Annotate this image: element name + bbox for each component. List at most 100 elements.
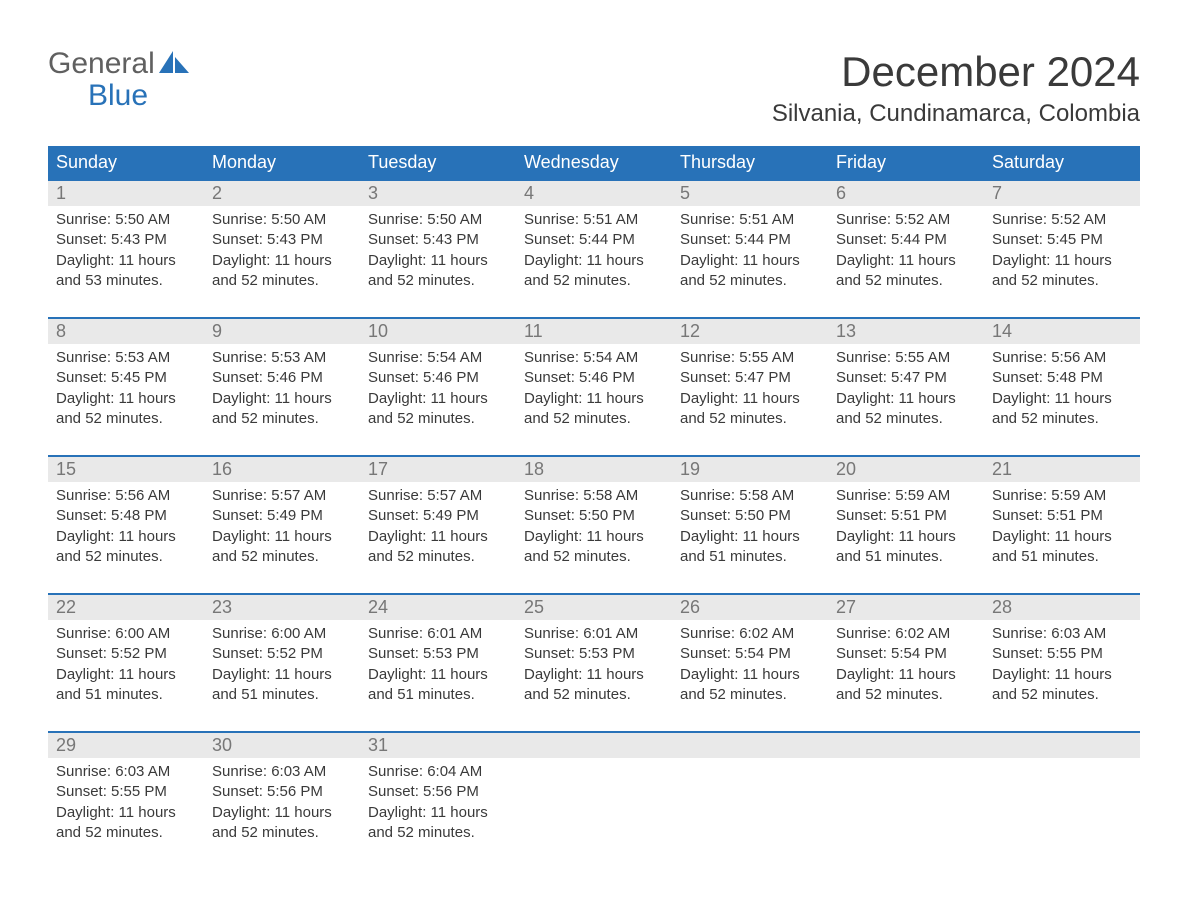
sunset-line: Sunset: 5:51 PM [992, 506, 1132, 526]
daylight-line: Daylight: 11 hours and 52 minutes. [992, 389, 1132, 430]
sunset-line: Sunset: 5:53 PM [524, 644, 664, 664]
sunset-line: Sunset: 5:45 PM [56, 368, 196, 388]
sunset-line: Sunset: 5:44 PM [680, 230, 820, 250]
day-content-cell: Sunrise: 5:50 AMSunset: 5:43 PMDaylight:… [48, 206, 204, 318]
month-title: December 2024 [772, 48, 1140, 96]
sunrise-line: Sunrise: 5:52 AM [992, 210, 1132, 230]
day-number-cell: 23 [204, 594, 360, 620]
week-number-row: 15161718192021 [48, 456, 1140, 482]
sunrise-line: Sunrise: 6:02 AM [836, 624, 976, 644]
sunrise-line: Sunrise: 5:59 AM [836, 486, 976, 506]
day-number-cell: 4 [516, 180, 672, 206]
daylight-line: Daylight: 11 hours and 51 minutes. [992, 527, 1132, 568]
day-content-cell: Sunrise: 5:57 AMSunset: 5:49 PMDaylight:… [360, 482, 516, 594]
day-content-cell: Sunrise: 5:54 AMSunset: 5:46 PMDaylight:… [516, 344, 672, 456]
sunset-line: Sunset: 5:49 PM [212, 506, 352, 526]
daylight-line: Daylight: 11 hours and 52 minutes. [368, 527, 508, 568]
day-content-cell: Sunrise: 5:50 AMSunset: 5:43 PMDaylight:… [204, 206, 360, 318]
day-number-cell: 17 [360, 456, 516, 482]
day-header-monday: Monday [204, 146, 360, 180]
day-content-cell: Sunrise: 6:00 AMSunset: 5:52 PMDaylight:… [48, 620, 204, 732]
day-number-cell: 9 [204, 318, 360, 344]
sunset-line: Sunset: 5:46 PM [368, 368, 508, 388]
day-number-cell: 30 [204, 732, 360, 758]
daylight-line: Daylight: 11 hours and 52 minutes. [524, 527, 664, 568]
calendar-body: 1234567Sunrise: 5:50 AMSunset: 5:43 PMDa… [48, 180, 1140, 869]
day-number-cell: 27 [828, 594, 984, 620]
sunset-line: Sunset: 5:53 PM [368, 644, 508, 664]
day-header-friday: Friday [828, 146, 984, 180]
sunrise-line: Sunrise: 5:51 AM [524, 210, 664, 230]
daylight-line: Daylight: 11 hours and 51 minutes. [836, 527, 976, 568]
calendar-table: Sunday Monday Tuesday Wednesday Thursday… [48, 146, 1140, 869]
sunrise-line: Sunrise: 5:54 AM [368, 348, 508, 368]
day-number-cell: 14 [984, 318, 1140, 344]
daylight-line: Daylight: 11 hours and 52 minutes. [368, 803, 508, 844]
day-number-cell: 24 [360, 594, 516, 620]
day-content-cell: Sunrise: 6:04 AMSunset: 5:56 PMDaylight:… [360, 758, 516, 869]
daylight-line: Daylight: 11 hours and 52 minutes. [992, 251, 1132, 292]
day-header-thursday: Thursday [672, 146, 828, 180]
sunrise-line: Sunrise: 6:00 AM [56, 624, 196, 644]
day-header-row: Sunday Monday Tuesday Wednesday Thursday… [48, 146, 1140, 180]
daylight-line: Daylight: 11 hours and 51 minutes. [56, 665, 196, 706]
week-content-row: Sunrise: 6:03 AMSunset: 5:55 PMDaylight:… [48, 758, 1140, 869]
day-number-cell: 31 [360, 732, 516, 758]
sunset-line: Sunset: 5:47 PM [836, 368, 976, 388]
sunset-line: Sunset: 5:43 PM [212, 230, 352, 250]
sunrise-line: Sunrise: 6:00 AM [212, 624, 352, 644]
day-number-cell [672, 732, 828, 758]
daylight-line: Daylight: 11 hours and 52 minutes. [680, 665, 820, 706]
sunset-line: Sunset: 5:44 PM [524, 230, 664, 250]
daylight-line: Daylight: 11 hours and 51 minutes. [368, 665, 508, 706]
sunset-line: Sunset: 5:55 PM [56, 782, 196, 802]
day-content-cell: Sunrise: 5:53 AMSunset: 5:45 PMDaylight:… [48, 344, 204, 456]
week-content-row: Sunrise: 5:53 AMSunset: 5:45 PMDaylight:… [48, 344, 1140, 456]
day-content-cell: Sunrise: 5:59 AMSunset: 5:51 PMDaylight:… [828, 482, 984, 594]
week-number-row: 293031 [48, 732, 1140, 758]
sunset-line: Sunset: 5:43 PM [368, 230, 508, 250]
day-content-cell [672, 758, 828, 869]
day-number-cell: 7 [984, 180, 1140, 206]
logo-word-1: General [48, 48, 155, 80]
day-number-cell: 26 [672, 594, 828, 620]
day-number-cell: 2 [204, 180, 360, 206]
day-number-cell: 16 [204, 456, 360, 482]
day-number-cell: 8 [48, 318, 204, 344]
sunrise-line: Sunrise: 5:55 AM [680, 348, 820, 368]
sunset-line: Sunset: 5:44 PM [836, 230, 976, 250]
day-number-cell: 21 [984, 456, 1140, 482]
day-content-cell: Sunrise: 6:03 AMSunset: 5:55 PMDaylight:… [984, 620, 1140, 732]
day-content-cell: Sunrise: 6:00 AMSunset: 5:52 PMDaylight:… [204, 620, 360, 732]
day-content-cell: Sunrise: 5:51 AMSunset: 5:44 PMDaylight:… [516, 206, 672, 318]
sunrise-line: Sunrise: 6:04 AM [368, 762, 508, 782]
week-number-row: 891011121314 [48, 318, 1140, 344]
sunset-line: Sunset: 5:47 PM [680, 368, 820, 388]
day-content-cell: Sunrise: 5:59 AMSunset: 5:51 PMDaylight:… [984, 482, 1140, 594]
daylight-line: Daylight: 11 hours and 52 minutes. [212, 251, 352, 292]
day-content-cell: Sunrise: 5:51 AMSunset: 5:44 PMDaylight:… [672, 206, 828, 318]
sunset-line: Sunset: 5:48 PM [56, 506, 196, 526]
day-content-cell: Sunrise: 5:54 AMSunset: 5:46 PMDaylight:… [360, 344, 516, 456]
day-number-cell: 29 [48, 732, 204, 758]
day-content-cell: Sunrise: 6:02 AMSunset: 5:54 PMDaylight:… [672, 620, 828, 732]
sunrise-line: Sunrise: 6:01 AM [524, 624, 664, 644]
day-number-cell: 1 [48, 180, 204, 206]
logo-word-2: Blue [88, 80, 189, 112]
day-content-cell [984, 758, 1140, 869]
day-content-cell: Sunrise: 5:52 AMSunset: 5:45 PMDaylight:… [984, 206, 1140, 318]
sunset-line: Sunset: 5:43 PM [56, 230, 196, 250]
location-subtitle: Silvania, Cundinamarca, Colombia [772, 100, 1140, 128]
day-number-cell [828, 732, 984, 758]
day-number-cell: 25 [516, 594, 672, 620]
daylight-line: Daylight: 11 hours and 52 minutes. [680, 251, 820, 292]
day-content-cell: Sunrise: 6:03 AMSunset: 5:56 PMDaylight:… [204, 758, 360, 869]
day-number-cell: 22 [48, 594, 204, 620]
week-content-row: Sunrise: 5:50 AMSunset: 5:43 PMDaylight:… [48, 206, 1140, 318]
sunrise-line: Sunrise: 5:56 AM [992, 348, 1132, 368]
logo: General Blue [48, 48, 189, 111]
day-header-wednesday: Wednesday [516, 146, 672, 180]
daylight-line: Daylight: 11 hours and 53 minutes. [56, 251, 196, 292]
sunrise-line: Sunrise: 5:52 AM [836, 210, 976, 230]
sunrise-line: Sunrise: 5:56 AM [56, 486, 196, 506]
